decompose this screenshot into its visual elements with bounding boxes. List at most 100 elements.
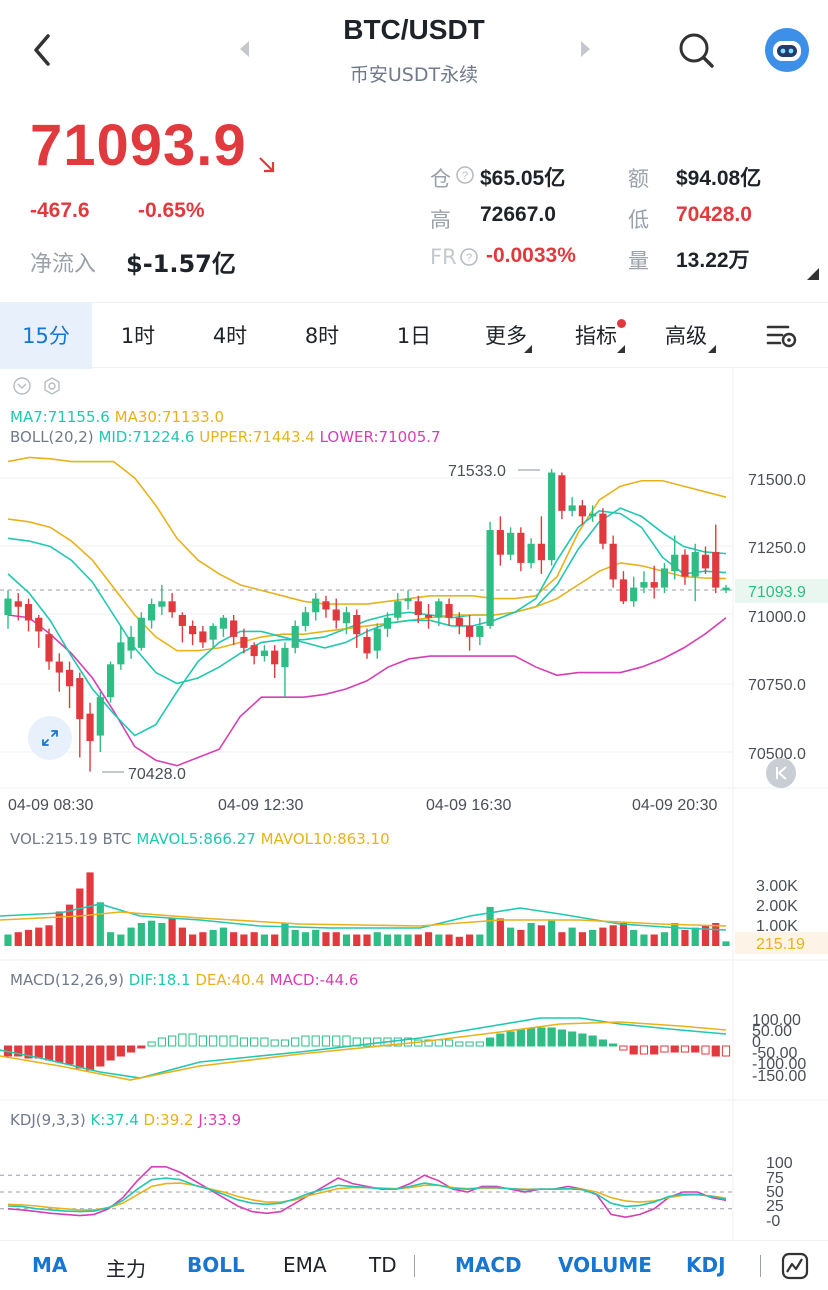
candle-body (240, 636, 248, 648)
funding-rate-label: FR (430, 245, 457, 269)
macd-bar (619, 1045, 628, 1051)
macd-bar (342, 1035, 351, 1047)
tab-indicators[interactable]: 指标 (575, 324, 617, 348)
price-change: -467.6 (30, 199, 90, 222)
kline-chart[interactable]: 71500.0 71250.0 71000.0 70750.0 70500.0 71093… (0, 368, 828, 1240)
indicator-macd[interactable]: MACD (455, 1253, 522, 1277)
macd-axis-label: -100.00 (752, 1056, 806, 1073)
avatar-icon[interactable] (764, 27, 810, 73)
volume-bar (650, 934, 658, 946)
candle-body (137, 617, 145, 648)
candle-body (260, 650, 269, 657)
macd-bar (588, 1035, 597, 1047)
candle-body (650, 582, 658, 588)
info-icon[interactable]: ? (459, 247, 479, 267)
macd-bar (75, 1045, 84, 1069)
volume-tag: 215.19 (756, 936, 805, 953)
macd-bar (332, 1035, 341, 1047)
tab-1h[interactable]: 1时 (120, 324, 156, 348)
tab-1d[interactable]: 1日 (396, 324, 432, 348)
macd-axis-label: -50.00 (752, 1045, 797, 1062)
indicator-boll[interactable]: BOLL (187, 1253, 245, 1277)
candle-body (301, 612, 310, 626)
volume-bar (548, 920, 556, 946)
macd-bar (691, 1045, 700, 1053)
tab-8h[interactable]: 8时 (304, 324, 340, 348)
macd-bar (516, 1029, 525, 1047)
macd-bar (496, 1033, 505, 1047)
macd-bar (506, 1031, 515, 1047)
drawing-icon[interactable] (780, 1251, 810, 1281)
candle-body (178, 615, 186, 626)
volume-axis-label: 1.00K (756, 918, 798, 935)
macd-bar (609, 1043, 618, 1047)
macd-bar (485, 1037, 495, 1047)
volume-bar (291, 929, 299, 946)
info-icon[interactable]: ? (455, 165, 475, 185)
expand-icon[interactable] (28, 716, 72, 760)
indicator-ema[interactable]: EMA (283, 1253, 327, 1277)
chart-settings-icon[interactable] (766, 323, 798, 349)
candle-body (35, 617, 43, 632)
divider (414, 1255, 415, 1277)
candle-body (701, 554, 710, 569)
volume-bar (558, 932, 566, 946)
ma30-legend: MA30:71133.0 (114, 408, 224, 426)
indicator-td[interactable]: TD (369, 1253, 397, 1277)
volume-bar (168, 918, 176, 946)
volume-bar (640, 934, 648, 946)
candle-body (127, 636, 135, 651)
high-marker: 71533.0 (448, 463, 506, 480)
macd-bar (639, 1045, 649, 1055)
kdj-j-line (7, 1165, 727, 1219)
candle-body (527, 543, 535, 563)
time-axis-label: 04-09 20:30 (632, 797, 718, 814)
candle-body (537, 543, 545, 561)
candle-body (404, 598, 412, 602)
time-axis-label: 04-09 16:30 (426, 797, 512, 814)
kdj-axis-label: 75 (766, 1170, 784, 1187)
macd-bar (424, 1039, 433, 1047)
macd-bar (475, 1041, 484, 1047)
volume-bar (260, 934, 269, 946)
indicator-kdj[interactable]: KDJ (686, 1253, 726, 1277)
indicator-ma[interactable]: MA (32, 1253, 68, 1277)
tab-15m[interactable]: 15分 (0, 303, 92, 369)
macd-bar (209, 1035, 218, 1047)
candle-body (424, 615, 433, 618)
page-subtitle: 币安USDT永续 (349, 64, 479, 86)
search-icon[interactable] (676, 30, 716, 70)
indicator-main-force[interactable]: 主力 (106, 1257, 146, 1281)
macd-bar (455, 1041, 464, 1047)
macd-bar (291, 1037, 300, 1047)
candle-body (106, 664, 115, 698)
back-icon[interactable] (28, 30, 58, 70)
dropdown-corner-icon (708, 339, 717, 353)
candle-body (353, 615, 361, 635)
ma7-line (7, 510, 727, 737)
volume-bar (353, 934, 361, 946)
settings-icon[interactable] (42, 376, 62, 396)
candle-body (45, 634, 53, 662)
collapse-icon[interactable] (766, 758, 796, 788)
next-arrow-icon[interactable] (578, 38, 594, 60)
tab-more[interactable]: 更多 (485, 324, 527, 348)
candle-body (558, 475, 566, 511)
mavol10-line (0, 911, 727, 927)
tab-advanced[interactable]: 高级 (665, 324, 707, 348)
indicator-volume[interactable]: VOLUME (558, 1253, 652, 1277)
prev-arrow-icon[interactable] (236, 38, 252, 60)
tab-4h[interactable]: 4时 (212, 324, 248, 348)
collapse-legend-icon[interactable] (12, 376, 32, 396)
macd-bar (178, 1033, 187, 1047)
candle-body (496, 530, 504, 555)
macd-bar (157, 1037, 166, 1047)
macd-bar (403, 1037, 413, 1047)
macd-bar (168, 1035, 177, 1047)
macd-dif: DIF:18.1 (128, 971, 191, 989)
low-marker: 70428.0 (128, 766, 186, 783)
volume-bar (517, 929, 525, 946)
macd-bar (660, 1045, 669, 1053)
dropdown-corner-icon (617, 339, 626, 353)
kdj-axis-label: 50 (766, 1184, 784, 1201)
